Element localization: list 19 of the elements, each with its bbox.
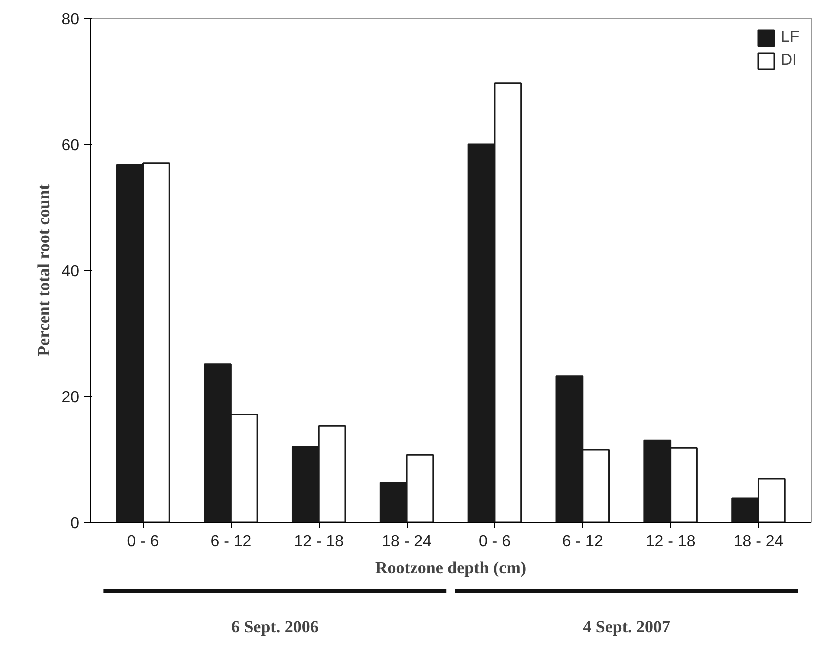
- x-tick-label: 12 - 18: [294, 534, 344, 550]
- y-tick-label: 0: [70, 516, 80, 532]
- y-tick-label: 60: [62, 138, 80, 154]
- y-tick-label: 20: [62, 390, 80, 406]
- x-tick-label: 0 - 6: [127, 534, 160, 550]
- y-tick-label: 40: [62, 264, 80, 280]
- text: 6 Sept. 2006: [231, 618, 319, 636]
- legend-label: LF: [781, 29, 801, 47]
- x-tick-label: 12 - 18: [646, 534, 696, 550]
- x-tick-label: 6 - 12: [210, 534, 252, 550]
- x-tick-label: 6 - 12: [562, 534, 604, 550]
- y-tick-label: 80: [62, 12, 80, 28]
- text: 4 Sept. 2007: [583, 618, 672, 636]
- legend-label: DI: [781, 52, 798, 70]
- x-axis-title: Rootzone depth (cm): [375, 558, 527, 578]
- x-tick-label: 18 - 24: [734, 534, 784, 550]
- x-tick-label: 0 - 6: [478, 534, 512, 550]
- y-axis-title: Percent total root count: [34, 184, 54, 356]
- x-tick-label: 18 - 24: [382, 534, 432, 550]
